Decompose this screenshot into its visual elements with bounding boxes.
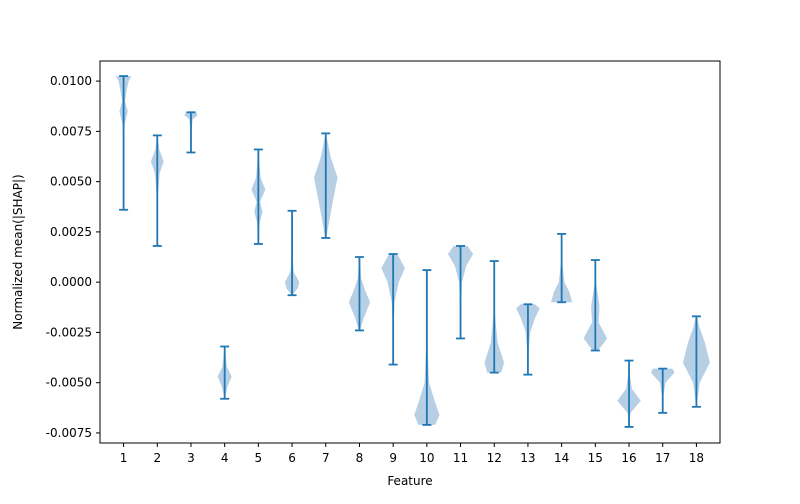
y-tick-label: 0.0075 (50, 124, 92, 138)
violin-feature-6 (284, 209, 300, 297)
violin-feature-12 (484, 260, 505, 374)
x-tick-label: 1 (120, 451, 128, 465)
x-tick-label: 4 (221, 451, 229, 465)
violin-feature-10 (414, 269, 440, 426)
x-axis-label: Feature (387, 474, 432, 488)
y-tick-label: 0.0025 (50, 225, 92, 239)
y-tick-label: -0.0025 (46, 325, 92, 339)
x-tick-label: 2 (153, 451, 161, 465)
ticks-layer: 1 2 3 4 5 6 7 8 9 10 11 12 13 14 15 16 17 180.01000.00750… (46, 74, 704, 465)
x-tick-label: 8 (356, 451, 364, 465)
violin-feature-5 (251, 148, 266, 245)
violin-feature-3 (184, 111, 198, 154)
x-tick-label: 5 (255, 451, 263, 465)
y-axis-label: Normalized mean(|SHAP|) (11, 174, 25, 329)
violin-feature-7 (314, 132, 338, 239)
violin-feature-2 (150, 134, 164, 247)
violin-feature-14 (550, 233, 573, 304)
y-tick-label: 0.0100 (50, 74, 92, 88)
y-tick-label: 0.0000 (50, 275, 92, 289)
y-tick-label: 0.0050 (50, 175, 92, 189)
plot-frame (99, 60, 721, 444)
x-tick-label: 10 (419, 451, 434, 465)
violin-feature-16 (617, 359, 641, 428)
x-tick-label: 17 (655, 451, 670, 465)
x-tick-label: 11 (453, 451, 468, 465)
x-tick-label: 16 (621, 451, 636, 465)
violin-feature-15 (583, 259, 608, 352)
violin-feature-18 (682, 315, 710, 408)
y-tick-label: -0.0075 (46, 426, 92, 440)
x-tick-label: 7 (322, 451, 330, 465)
violin-feature-17 (650, 367, 675, 414)
violin-feature-8 (348, 256, 371, 332)
x-tick-label: 6 (288, 451, 296, 465)
x-tick-label: 3 (187, 451, 195, 465)
x-tick-label: 15 (588, 451, 603, 465)
violin-feature-4 (217, 345, 232, 400)
violin-feature-13 (516, 303, 540, 376)
x-tick-label: 13 (520, 451, 535, 465)
violin-feature-1 (115, 75, 132, 211)
x-tick-label: 9 (389, 451, 397, 465)
violin-feature-11 (447, 245, 474, 340)
x-tick-label: 18 (689, 451, 704, 465)
violin-feature-9 (381, 253, 405, 366)
y-tick-label: -0.0050 (46, 376, 92, 390)
x-tick-label: 14 (554, 451, 569, 465)
violins-layer (115, 75, 710, 428)
x-tick-label: 12 (487, 451, 502, 465)
